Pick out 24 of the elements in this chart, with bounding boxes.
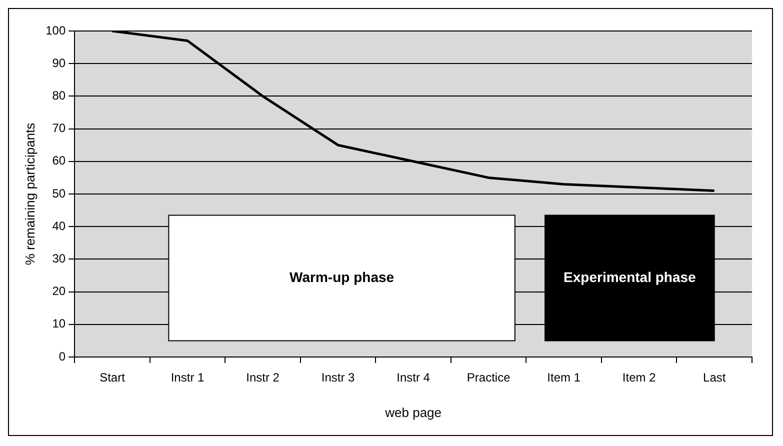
y-tick-label: 0 xyxy=(58,349,66,364)
x-tick-label: Practice xyxy=(466,370,511,385)
y-tick-label: 10 xyxy=(52,316,66,331)
x-tick-label: Instr 4 xyxy=(396,370,430,385)
x-tick-label: Instr 1 xyxy=(170,370,205,385)
y-tick-label: 60 xyxy=(52,154,66,168)
y-tick-label: 20 xyxy=(52,284,66,298)
y-tick-label: 100 xyxy=(46,23,66,38)
band-label: Experimental phase xyxy=(564,268,696,285)
y-tick-label: 80 xyxy=(52,88,66,103)
x-tick-label: Instr 3 xyxy=(321,370,356,385)
band-label: Warm-up phase xyxy=(290,268,394,285)
y-tick-label: 40 xyxy=(52,218,66,233)
x-tick-label: Item 1 xyxy=(547,370,581,385)
y-tick-label: 50 xyxy=(52,186,66,200)
y-tick-label: 30 xyxy=(52,252,66,266)
x-axis-title: web page xyxy=(384,404,442,420)
y-axis-title: % remaining participants xyxy=(22,122,38,266)
y-tick-label: 90 xyxy=(52,56,66,70)
x-tick-label: Start xyxy=(100,370,126,385)
y-tick-label: 70 xyxy=(52,121,66,136)
x-tick-label: Instr 2 xyxy=(246,370,280,385)
x-tick-label: Last xyxy=(703,370,726,385)
x-tick-label: Item 2 xyxy=(622,370,656,385)
